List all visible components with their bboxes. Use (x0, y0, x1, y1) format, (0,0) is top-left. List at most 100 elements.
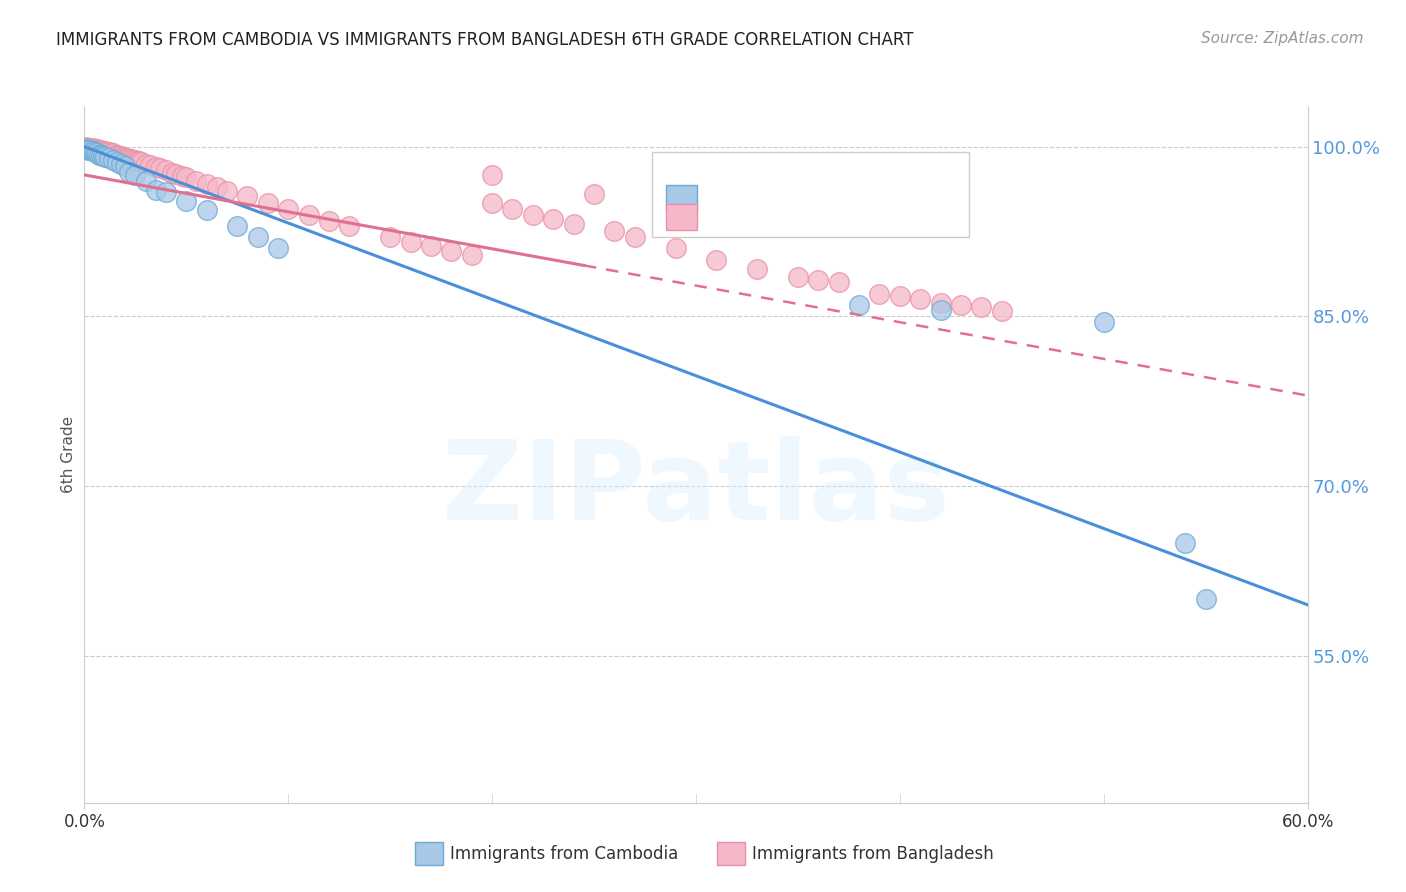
Point (108, 149, 131, 163)
Point (848, 298, 870, 312)
Point (86, 146, 108, 161)
Point (122, 153, 145, 168)
Point (155, 185, 177, 199)
Point (104, 147, 127, 161)
Point (1174, 535, 1197, 549)
Point (277, 202, 299, 216)
Point (77, 141, 100, 155)
Point (93, 144, 117, 158)
Point (110, 149, 132, 163)
Point (96, 145, 118, 160)
Point (118, 152, 141, 166)
Point (82, 141, 104, 155)
Point (124, 153, 146, 168)
Point (787, 269, 810, 284)
Point (149, 161, 172, 175)
Text: N =: N = (814, 189, 866, 207)
Point (583, 187, 606, 202)
Point (950, 298, 973, 312)
Point (112, 150, 135, 164)
Text: ZIPatlas: ZIPatlas (441, 436, 950, 543)
Text: 76: 76 (863, 208, 889, 226)
Point (82, 144, 104, 158)
Point (807, 273, 830, 287)
Point (172, 169, 194, 183)
Point (165, 167, 187, 181)
Point (105, 147, 128, 161)
Point (195, 177, 218, 191)
Point (339, 219, 361, 233)
Point (105, 155, 128, 169)
Point (93, 150, 117, 164)
Point (787, 173, 810, 187)
Point (90, 147, 112, 161)
Point (195, 202, 218, 217)
Point (1092, 315, 1115, 329)
Point (910, 293, 932, 307)
Point (97, 145, 120, 160)
Point (101, 146, 124, 161)
Point (970, 300, 993, 314)
Point (115, 151, 138, 165)
Text: Immigrants from Cambodia: Immigrants from Cambodia (450, 845, 678, 863)
Text: R =: R = (706, 208, 745, 226)
Point (79, 141, 101, 155)
Point (90, 143, 112, 157)
Point (86, 142, 108, 156)
Point (120, 152, 142, 166)
Point (481, 196, 503, 211)
Point (236, 189, 259, 203)
Point (298, 207, 321, 221)
Point (135, 156, 157, 170)
Point (603, 225, 626, 239)
Point (77, 143, 100, 157)
Text: -0.906: -0.906 (737, 189, 801, 207)
Point (83, 145, 105, 160)
Point (145, 183, 167, 197)
Point (747, 261, 769, 276)
Point (420, 239, 443, 253)
Point (665, 242, 688, 256)
Point (562, 217, 585, 231)
Point (889, 289, 911, 303)
Text: Immigrants from Bangladesh: Immigrants from Bangladesh (752, 845, 994, 863)
Y-axis label: 6th Grade: 6th Grade (60, 417, 76, 493)
Text: 30: 30 (863, 189, 889, 207)
Point (318, 214, 340, 228)
Point (929, 302, 952, 317)
Point (91, 149, 114, 163)
Point (217, 184, 239, 198)
Point (127, 154, 149, 169)
Point (706, 252, 728, 267)
Point (186, 173, 208, 187)
Point (502, 202, 524, 216)
Point (79, 143, 101, 157)
Point (138, 158, 160, 172)
Point (929, 295, 952, 310)
Point (461, 248, 484, 262)
Point (100, 146, 122, 161)
Point (257, 196, 280, 211)
Point (440, 244, 463, 258)
Point (226, 219, 249, 233)
Point (522, 207, 544, 221)
Point (176, 194, 198, 208)
Point (128, 154, 150, 169)
Point (75, 139, 97, 153)
Point (869, 286, 891, 301)
Text: IMMIGRANTS FROM CAMBODIA VS IMMIGRANTS FROM BANGLADESH 6TH GRADE CORRELATION CHA: IMMIGRANTS FROM CAMBODIA VS IMMIGRANTS F… (56, 31, 914, 49)
Point (145, 160, 167, 174)
Point (97, 151, 120, 165)
Point (267, 242, 290, 256)
Point (246, 230, 269, 244)
Point (131, 155, 153, 169)
Point (75, 142, 97, 156)
Point (110, 156, 132, 170)
Point (991, 303, 1014, 318)
Point (624, 230, 647, 244)
Point (380, 230, 402, 244)
Point (481, 168, 503, 182)
Text: N =: N = (814, 208, 866, 226)
Point (101, 153, 124, 168)
Point (114, 159, 136, 173)
